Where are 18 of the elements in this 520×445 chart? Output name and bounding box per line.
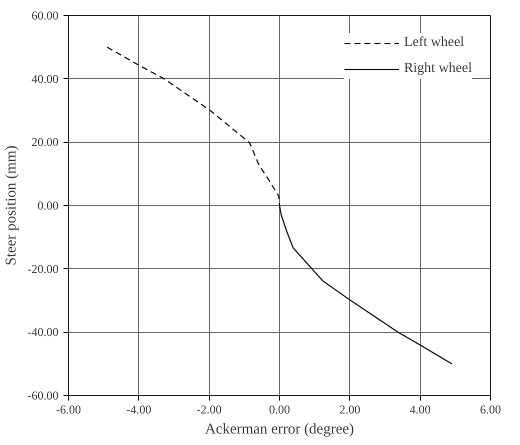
- y-tick-label: 20.00: [32, 135, 58, 150]
- x-tick-label: 0.00: [269, 402, 290, 416]
- x-tick-label: 2.00: [339, 402, 360, 416]
- x-tick-label: 4.00: [410, 402, 431, 416]
- legend-label: Left wheel: [404, 35, 464, 51]
- x-tick-label: -4.00: [126, 402, 152, 416]
- y-tick-label: 60.00: [32, 8, 58, 22]
- y-tick-label: 40.00: [32, 72, 58, 86]
- y-tick-label: -60.00: [28, 388, 59, 402]
- y-tick-label: -20.00: [28, 262, 59, 276]
- x-tick-label: -2.00: [196, 402, 222, 416]
- legend-label: Right wheel: [404, 61, 472, 77]
- y-axis-title: Steer position (mm): [4, 145, 20, 266]
- x-tick-label: -6.00: [56, 402, 81, 416]
- x-axis-title: Ackerman error (degree): [204, 422, 354, 438]
- y-tick-label: -40.00: [28, 325, 59, 340]
- y-tick-label: 0.00: [38, 198, 58, 212]
- x-tick-label: 6.00: [480, 402, 501, 416]
